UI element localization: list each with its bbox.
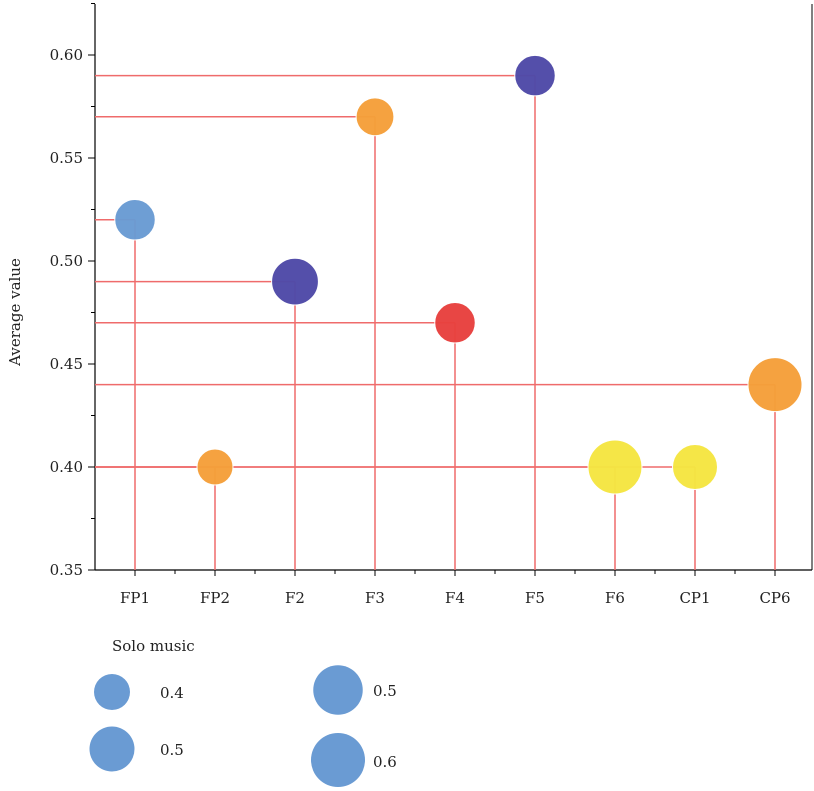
bubble-point [672, 444, 718, 490]
y-tick-label: 0.45 [50, 355, 83, 373]
legend-bubble [311, 733, 365, 787]
x-tick-label: FP2 [200, 589, 230, 607]
legend-bubble [89, 726, 135, 772]
x-tick-label: CP1 [679, 589, 710, 607]
bubble-point [514, 54, 556, 97]
bubble-point [434, 302, 476, 344]
y-tick-label: 0.60 [50, 46, 83, 64]
y-axis-title: Average value [6, 258, 24, 367]
legend-label: 0.5 [373, 682, 397, 700]
legend-label: 0.5 [160, 741, 184, 759]
bubble-point [196, 448, 234, 486]
legend-title: Solo music [112, 637, 195, 655]
y-tick-label: 0.55 [50, 149, 83, 167]
bubble-point [114, 199, 156, 241]
x-tick-label: F2 [285, 589, 305, 607]
x-tick-label: FP1 [120, 589, 150, 607]
x-tick-label: CP6 [759, 589, 790, 607]
legend-bubble [94, 674, 130, 710]
y-tick-label: 0.40 [50, 458, 83, 476]
legend-label: 0.4 [160, 684, 184, 702]
y-tick-label: 0.35 [50, 561, 83, 579]
legend-label: 0.6 [373, 753, 397, 771]
bubble-point [587, 439, 643, 495]
x-tick-label: F4 [445, 589, 465, 607]
x-tick-label: F3 [365, 589, 385, 607]
legend: Solo music 0.4 0.5 0.5 0.6 [89, 637, 397, 787]
legend-bubble [313, 665, 363, 715]
plot-area: 0.35 0.40 0.45 0.50 0.55 0.60 FP1 FP2 F2 F3 F4 F5 F6… [50, 3, 813, 607]
x-tick-label: F6 [605, 589, 625, 607]
bubble-point [271, 257, 319, 306]
y-tick-label: 0.50 [50, 252, 83, 270]
bubble-point [747, 357, 803, 413]
bubble-point [355, 97, 395, 137]
x-tick-label: F5 [525, 589, 545, 607]
